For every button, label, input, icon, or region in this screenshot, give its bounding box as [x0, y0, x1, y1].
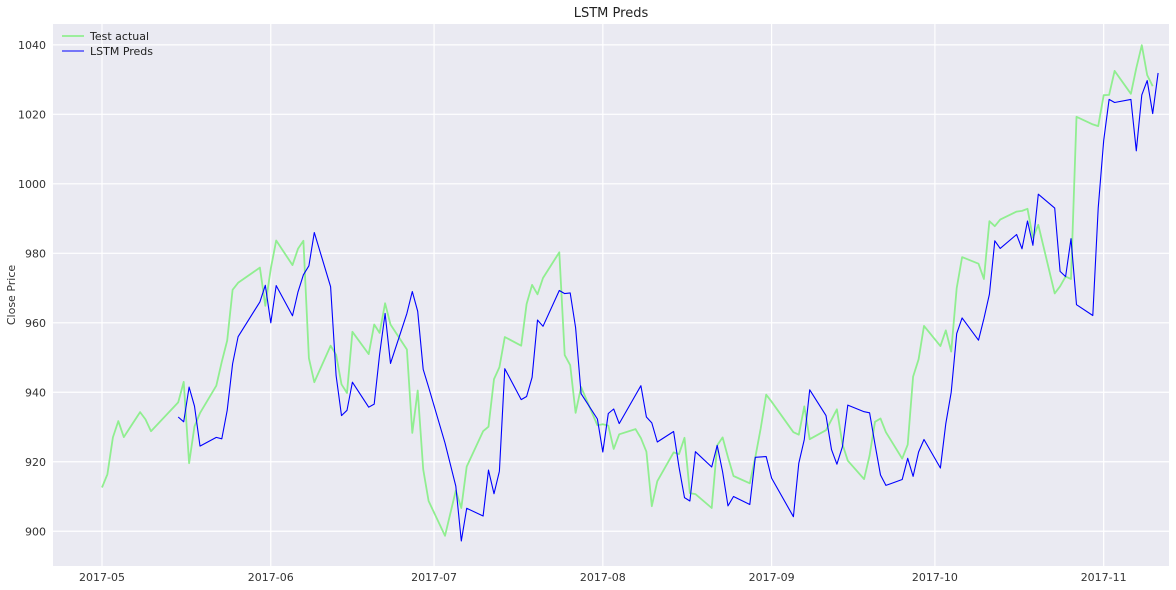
x-tick-label: 2017-06	[248, 571, 294, 584]
y-tick-label: 1020	[18, 108, 46, 121]
legend: Test actual LSTM Preds	[62, 30, 153, 58]
x-tick-label: 2017-10	[912, 571, 958, 584]
x-tick-label: 2017-11	[1081, 571, 1127, 584]
y-tick-label: 960	[25, 317, 46, 330]
y-tick-label: 920	[25, 456, 46, 469]
y-tick-label: 900	[25, 525, 46, 538]
x-tick-label: 2017-09	[749, 571, 795, 584]
x-tick-label: 2017-07	[411, 571, 457, 584]
x-tick-label: 2017-05	[79, 571, 125, 584]
chart-title: LSTM Preds	[574, 6, 649, 21]
y-axis-label: Close Price	[5, 265, 18, 326]
x-axis-ticks: 2017-05 2017-06 2017-07 2017-08 2017-09 2017-…	[79, 571, 1127, 584]
series-line-test-actual	[101, 44, 1154, 537]
legend-label: LSTM Preds	[90, 45, 153, 58]
y-tick-label: 980	[25, 247, 46, 260]
series-line-lstm-preds	[177, 72, 1159, 542]
y-tick-label: 1040	[18, 39, 46, 52]
series-lines	[101, 44, 1159, 542]
grid-lines	[53, 24, 1169, 566]
y-axis-ticks: 900 920 940 960 980 1000 1020 1040	[18, 39, 46, 538]
x-tick-label: 2017-08	[580, 571, 626, 584]
y-tick-label: 940	[25, 386, 46, 399]
legend-label: Test actual	[89, 30, 149, 43]
y-tick-label: 1000	[18, 178, 46, 191]
plot-background	[53, 24, 1169, 566]
